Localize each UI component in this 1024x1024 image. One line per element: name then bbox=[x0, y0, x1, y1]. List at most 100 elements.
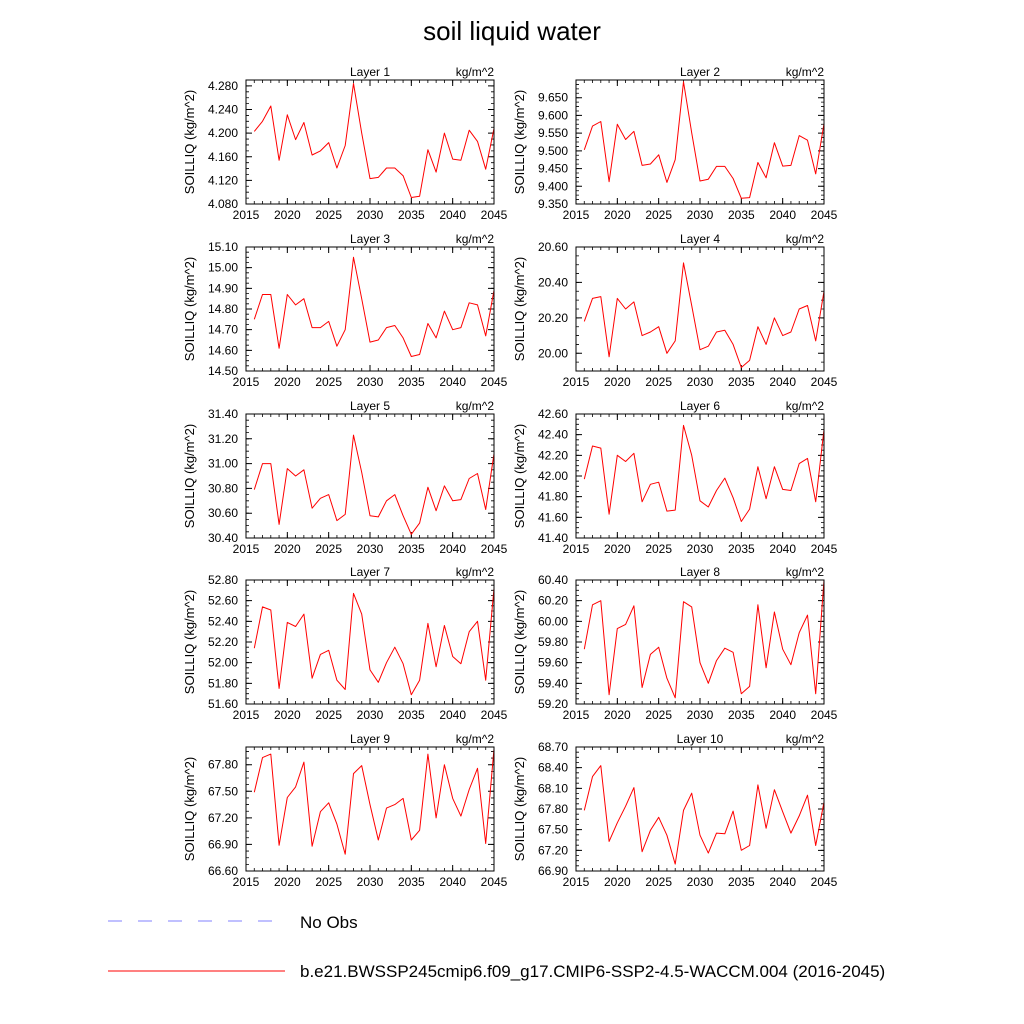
x-tick-label: 2045 bbox=[481, 375, 508, 389]
panel-units: kg/m^2 bbox=[786, 232, 825, 246]
minor-ticks bbox=[245, 579, 495, 705]
x-tick-label: 2020 bbox=[604, 708, 631, 722]
x-tick-label: 2025 bbox=[645, 542, 672, 556]
chart-panel-1: 2015 2020 2025 2030 2035 2040 2045 4.080 4.120 4.… bbox=[182, 65, 508, 222]
legend-label-no-obs: No Obs bbox=[300, 913, 358, 932]
y-tick-label: 67.50 bbox=[538, 823, 568, 837]
minor-ticks bbox=[245, 79, 495, 205]
x-tick-label: 2040 bbox=[439, 375, 466, 389]
major-ticks bbox=[575, 80, 825, 205]
plot-frame bbox=[575, 746, 825, 872]
x-tick-label: 2030 bbox=[357, 542, 384, 556]
y-tick-label: 30.80 bbox=[208, 481, 238, 495]
y-tick-label: 51.80 bbox=[208, 676, 238, 690]
panel-units: kg/m^2 bbox=[456, 732, 495, 746]
x-tick-label: 2035 bbox=[728, 208, 755, 222]
chart-panel-6: 2015 2020 2025 2030 2035 2040 2045 41.40 41.60 41… bbox=[512, 399, 838, 556]
x-tick-label: 2045 bbox=[481, 208, 508, 222]
x-tick-label: 2045 bbox=[481, 542, 508, 556]
y-tick-label: 9.600 bbox=[538, 108, 568, 122]
x-tick-label: 2035 bbox=[728, 375, 755, 389]
y-axis-label: SOILLIQ (kg/m^2) bbox=[512, 257, 527, 361]
figure-title: soil liquid water bbox=[423, 16, 601, 46]
major-ticks bbox=[245, 579, 495, 705]
chart-panel-8: 2015 2020 2025 2030 2035 2040 2045 59.20 59.40 59… bbox=[512, 565, 838, 722]
chart-panel-2: 2015 2020 2025 2030 2035 2040 2045 9.350 9.400 9.… bbox=[512, 65, 838, 222]
y-tick-label: 59.60 bbox=[538, 656, 568, 670]
y-tick-label: 9.400 bbox=[538, 179, 568, 193]
series-line-1 bbox=[253, 83, 495, 198]
major-ticks bbox=[245, 413, 495, 539]
x-tick-label: 2035 bbox=[398, 708, 425, 722]
x-tick-label: 2015 bbox=[233, 708, 260, 722]
y-tick-label: 14.50 bbox=[208, 364, 238, 378]
y-tick-label: 67.80 bbox=[208, 758, 238, 772]
x-tick-label: 2030 bbox=[357, 375, 384, 389]
x-tick-label: 2020 bbox=[604, 875, 631, 889]
chart-panel-3: 2015 2020 2025 2030 2035 2040 2045 14.50 14.60 14… bbox=[182, 232, 508, 389]
panel-title: Layer 2 bbox=[680, 65, 720, 79]
y-tick-label: 14.70 bbox=[208, 323, 238, 337]
x-tick-label: 2045 bbox=[481, 875, 508, 889]
y-tick-label: 67.50 bbox=[208, 784, 238, 798]
plot-frame bbox=[575, 79, 825, 205]
x-tick-label: 2035 bbox=[398, 208, 425, 222]
x-tick-label: 2020 bbox=[604, 542, 631, 556]
chart-panel-7: 2015 2020 2025 2030 2035 2040 2045 51.60 51.80 52… bbox=[182, 565, 508, 722]
panel-title: Layer 4 bbox=[680, 232, 720, 246]
y-tick-label: 41.80 bbox=[538, 490, 568, 504]
x-tick-label: 2015 bbox=[563, 875, 590, 889]
minor-ticks bbox=[245, 747, 495, 872]
y-tick-label: 14.80 bbox=[208, 302, 238, 316]
plot-frame bbox=[245, 246, 495, 372]
y-tick-label: 42.40 bbox=[538, 428, 568, 442]
panel-title: Layer 10 bbox=[677, 732, 724, 746]
x-tick-label: 2040 bbox=[439, 708, 466, 722]
x-tick-label: 2025 bbox=[315, 375, 342, 389]
y-axis-label: SOILLIQ (kg/m^2) bbox=[182, 424, 197, 528]
y-axis-label: SOILLIQ (kg/m^2) bbox=[512, 757, 527, 861]
x-tick-label: 2015 bbox=[563, 708, 590, 722]
y-tick-label: 52.40 bbox=[208, 614, 238, 628]
y-tick-label: 31.00 bbox=[208, 457, 238, 471]
series-line-1 bbox=[253, 256, 495, 357]
major-ticks bbox=[575, 579, 825, 705]
y-tick-label: 20.60 bbox=[538, 240, 568, 254]
x-tick-label: 2035 bbox=[398, 875, 425, 889]
y-tick-label: 42.60 bbox=[538, 407, 568, 421]
panel-title: Layer 8 bbox=[680, 565, 720, 579]
plot-frame bbox=[575, 579, 825, 705]
x-tick-label: 2040 bbox=[439, 542, 466, 556]
y-tick-label: 68.10 bbox=[538, 781, 568, 795]
y-axis-label: SOILLIQ (kg/m^2) bbox=[182, 590, 197, 694]
minor-ticks bbox=[575, 746, 825, 872]
y-tick-label: 60.40 bbox=[538, 573, 568, 587]
minor-ticks bbox=[575, 579, 825, 705]
series-line-1 bbox=[583, 765, 825, 865]
y-tick-label: 52.80 bbox=[208, 573, 238, 587]
y-tick-label: 14.90 bbox=[208, 281, 238, 295]
minor-ticks bbox=[245, 413, 495, 539]
x-tick-label: 2045 bbox=[811, 208, 838, 222]
panel-units: kg/m^2 bbox=[786, 732, 825, 746]
x-tick-label: 2015 bbox=[563, 542, 590, 556]
y-tick-label: 4.240 bbox=[208, 103, 238, 117]
y-tick-label: 68.40 bbox=[538, 761, 568, 775]
x-tick-label: 2025 bbox=[645, 708, 672, 722]
x-tick-label: 2025 bbox=[645, 208, 672, 222]
series-line-1 bbox=[253, 588, 495, 696]
panel-units: kg/m^2 bbox=[786, 399, 825, 413]
plot-frame bbox=[575, 413, 825, 539]
y-axis-label: SOILLIQ (kg/m^2) bbox=[182, 757, 197, 861]
x-tick-label: 2015 bbox=[233, 875, 260, 889]
y-tick-label: 60.00 bbox=[538, 614, 568, 628]
x-tick-label: 2025 bbox=[645, 875, 672, 889]
y-tick-label: 31.20 bbox=[208, 432, 238, 446]
y-tick-label: 14.60 bbox=[208, 343, 238, 357]
minor-ticks bbox=[245, 246, 495, 372]
x-tick-label: 2015 bbox=[233, 208, 260, 222]
x-tick-label: 2040 bbox=[769, 375, 796, 389]
plot-frame bbox=[575, 246, 825, 372]
x-tick-label: 2040 bbox=[769, 708, 796, 722]
x-tick-label: 2040 bbox=[439, 208, 466, 222]
